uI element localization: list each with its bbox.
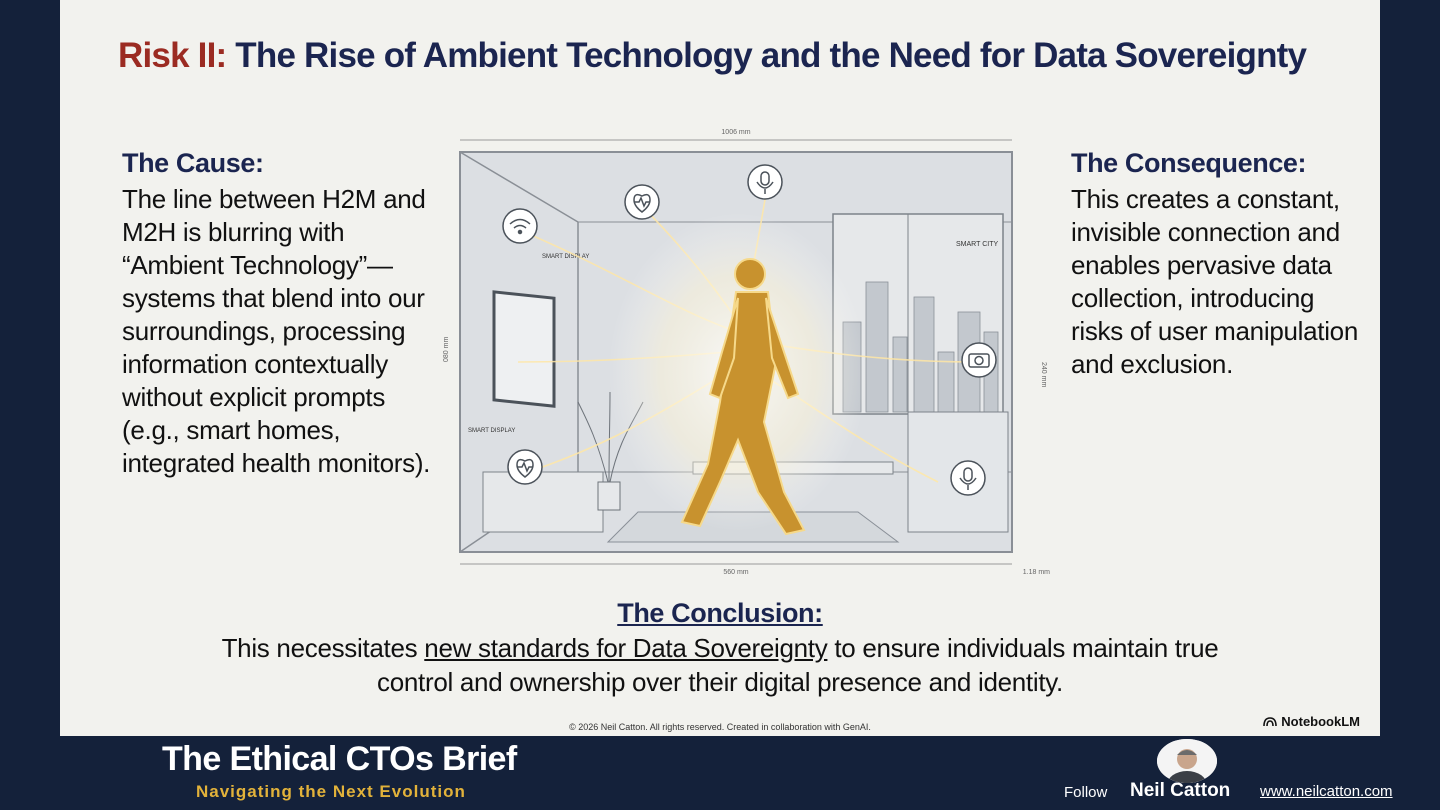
dim-bottom-right: 1.18 mm: [1023, 569, 1050, 576]
heart-rate-icon: [624, 184, 660, 220]
dim-bottom: 560 mm: [723, 569, 748, 576]
cause-body: The line between H2M and M2H is blurring…: [122, 184, 431, 478]
label-smart-display-2: SMART DISPLAY: [468, 428, 515, 434]
microphone-icon: [747, 164, 783, 200]
wifi-icon: [502, 208, 538, 244]
consequence-section: The Consequence: This creates a constant…: [1071, 148, 1371, 381]
conclusion-text-after: to ensure individuals maintain true cont…: [377, 633, 1219, 697]
cause-heading: The Cause:: [122, 148, 264, 178]
author-avatar: [1157, 739, 1217, 783]
cabinet: [482, 471, 604, 533]
notebooklm-label: NotebookLM: [1281, 714, 1360, 729]
follow-label: Follow: [1064, 784, 1108, 801]
conclusion-highlight: new standards for Data Sovereignty: [424, 633, 828, 663]
slide-title: Risk II: The Rise of Ambient Technology …: [118, 36, 1338, 76]
conclusion-text-before: This necessitates: [221, 633, 425, 663]
consequence-body: This creates a constant, invisible conne…: [1071, 184, 1358, 379]
cause-section: The Cause: The line between H2M and M2H …: [122, 148, 432, 480]
notebooklm-logo-icon: [1263, 717, 1278, 727]
copyright-notice: © 2026 Neil Catton. All rights reserved.…: [569, 722, 871, 732]
label-smart-city: SMART CITY: [956, 241, 998, 248]
slide: Risk II: The Rise of Ambient Technology …: [60, 0, 1380, 736]
title-text: The Rise of Ambient Technology and the N…: [235, 36, 1307, 75]
author-name[interactable]: Neil Catton: [1130, 780, 1231, 801]
smart-display: [492, 290, 556, 408]
dim-top: 1006 mm: [721, 129, 750, 136]
microphone-icon-2: [950, 460, 986, 496]
notebooklm-watermark: NotebookLM: [1263, 714, 1360, 729]
conclusion-heading: The Conclusion:: [617, 598, 823, 628]
consequence-heading: The Consequence:: [1071, 148, 1307, 178]
brand-subtitle: Navigating the Next Evolution: [196, 782, 466, 801]
label-smart-display-1: SMART DISPLAY: [542, 254, 589, 260]
conclusion-section: The Conclusion: This necessitates new st…: [210, 598, 1230, 699]
camera-icon: [961, 342, 997, 378]
walking-person-figure: [680, 258, 806, 536]
brand-title: The Ethical CTOs Brief: [162, 740, 517, 778]
title-prefix: Risk II:: [118, 36, 227, 75]
heart-rate-icon-2: [507, 449, 543, 485]
website-link[interactable]: www.neilcatton.com: [1260, 783, 1393, 800]
dim-left: 080 mm: [443, 337, 450, 362]
conclusion-body: This necessitates new standards for Data…: [210, 631, 1230, 699]
dim-right: 240 mm: [1040, 362, 1047, 387]
ambient-home-illustration: 1006 mm 560 mm 1.18 mm 080 mm 240 mm SMA…: [438, 122, 1056, 582]
